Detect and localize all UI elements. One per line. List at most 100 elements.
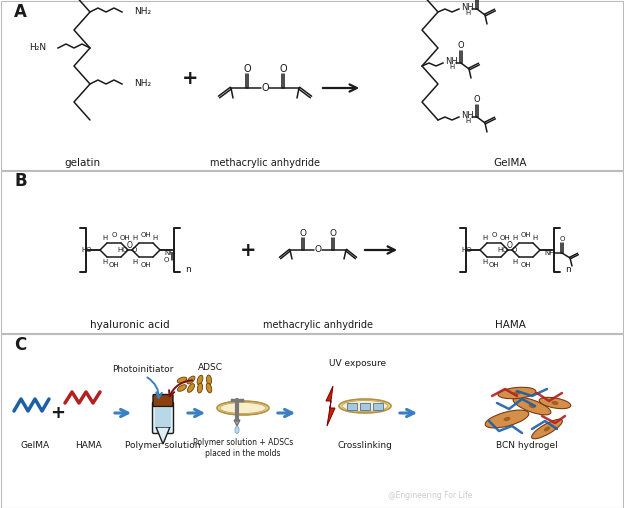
Text: H: H xyxy=(482,259,487,265)
Ellipse shape xyxy=(544,427,550,431)
Text: Crosslinking: Crosslinking xyxy=(338,441,392,451)
Text: O: O xyxy=(559,236,565,242)
FancyBboxPatch shape xyxy=(152,402,173,433)
Text: NH: NH xyxy=(462,3,474,12)
Text: A: A xyxy=(14,3,27,21)
Bar xyxy=(1,334,623,508)
Ellipse shape xyxy=(342,400,388,411)
Text: OH: OH xyxy=(520,232,531,238)
Text: NH: NH xyxy=(544,250,555,256)
Ellipse shape xyxy=(177,385,187,391)
Polygon shape xyxy=(326,386,335,426)
Ellipse shape xyxy=(529,404,535,408)
Text: H: H xyxy=(152,235,158,241)
Ellipse shape xyxy=(197,383,203,393)
Ellipse shape xyxy=(207,383,212,393)
Text: O: O xyxy=(243,64,251,74)
Text: Polymer solution + ADSCs
placed in the molds: Polymer solution + ADSCs placed in the m… xyxy=(193,438,293,458)
Text: H: H xyxy=(512,259,518,265)
Text: O: O xyxy=(132,247,137,253)
Text: GelMA: GelMA xyxy=(493,158,527,168)
Text: methacrylic anhydride: methacrylic anhydride xyxy=(263,320,373,330)
Text: HO: HO xyxy=(461,247,472,253)
Text: gelatin: gelatin xyxy=(64,158,100,168)
Ellipse shape xyxy=(197,375,203,385)
Ellipse shape xyxy=(217,401,269,415)
Text: O: O xyxy=(329,229,336,238)
Text: HO: HO xyxy=(497,247,508,253)
Text: H: H xyxy=(132,259,138,265)
Bar xyxy=(1,1,623,170)
Text: OH: OH xyxy=(140,232,151,238)
Text: H: H xyxy=(102,259,107,265)
Text: H: H xyxy=(466,118,470,124)
Text: O: O xyxy=(111,232,117,238)
Text: O: O xyxy=(261,83,269,93)
Text: H: H xyxy=(482,235,487,241)
Text: O: O xyxy=(474,96,480,105)
Text: OH: OH xyxy=(500,235,510,241)
Ellipse shape xyxy=(485,410,529,428)
Ellipse shape xyxy=(539,397,571,408)
Text: hyaluronic acid: hyaluronic acid xyxy=(90,320,170,330)
Text: ADSC: ADSC xyxy=(198,364,223,372)
Polygon shape xyxy=(234,420,240,426)
Text: n: n xyxy=(565,265,571,273)
FancyBboxPatch shape xyxy=(153,395,173,406)
Text: H: H xyxy=(512,235,518,241)
Text: H: H xyxy=(102,235,107,241)
Text: O: O xyxy=(314,245,321,255)
Ellipse shape xyxy=(235,427,239,433)
Bar xyxy=(347,403,357,410)
Polygon shape xyxy=(156,427,170,444)
Text: OH: OH xyxy=(520,262,531,268)
Text: O: O xyxy=(457,42,464,50)
Text: methacrylic anhydride: methacrylic anhydride xyxy=(210,158,320,168)
Ellipse shape xyxy=(207,375,212,385)
Text: B: B xyxy=(14,172,27,190)
Text: H: H xyxy=(132,235,138,241)
Text: NH₂: NH₂ xyxy=(134,79,151,88)
Bar xyxy=(1,171,623,333)
Text: +: + xyxy=(51,404,66,422)
Text: O: O xyxy=(300,229,306,238)
Text: NH: NH xyxy=(462,111,474,119)
Text: HAMA: HAMA xyxy=(75,441,101,451)
Ellipse shape xyxy=(339,399,391,413)
Bar xyxy=(360,403,370,410)
Ellipse shape xyxy=(532,419,562,439)
Text: H: H xyxy=(449,64,455,70)
Text: O: O xyxy=(164,257,169,263)
Text: OH: OH xyxy=(120,235,130,241)
Ellipse shape xyxy=(513,397,551,415)
Text: GelMA: GelMA xyxy=(21,441,49,451)
Text: Polymer solution: Polymer solution xyxy=(125,441,201,451)
Bar xyxy=(373,403,383,410)
Ellipse shape xyxy=(514,391,520,395)
Text: O: O xyxy=(512,247,517,253)
Text: HAMA: HAMA xyxy=(495,320,525,330)
Text: @Engineering For Life: @Engineering For Life xyxy=(388,492,472,500)
FancyBboxPatch shape xyxy=(155,408,171,427)
Text: Photoinitiator: Photoinitiator xyxy=(112,365,173,374)
Text: BCN hydrogel: BCN hydrogel xyxy=(496,441,558,451)
Text: C: C xyxy=(14,336,26,354)
Text: O: O xyxy=(491,232,497,238)
Text: NH₂: NH₂ xyxy=(134,8,151,16)
Text: H: H xyxy=(466,10,470,16)
Text: HO: HO xyxy=(81,247,92,253)
Ellipse shape xyxy=(177,377,187,383)
Text: O: O xyxy=(507,240,513,249)
Ellipse shape xyxy=(504,417,510,421)
Text: OH: OH xyxy=(489,262,499,268)
Ellipse shape xyxy=(220,402,266,414)
Text: H: H xyxy=(532,235,538,241)
Text: OH: OH xyxy=(109,262,119,268)
Text: +: + xyxy=(240,240,256,260)
Text: +: + xyxy=(182,69,198,87)
Text: H₂N: H₂N xyxy=(29,44,46,52)
Ellipse shape xyxy=(552,401,558,405)
Text: HO: HO xyxy=(117,247,128,253)
Ellipse shape xyxy=(498,387,536,399)
Text: n: n xyxy=(185,265,191,273)
